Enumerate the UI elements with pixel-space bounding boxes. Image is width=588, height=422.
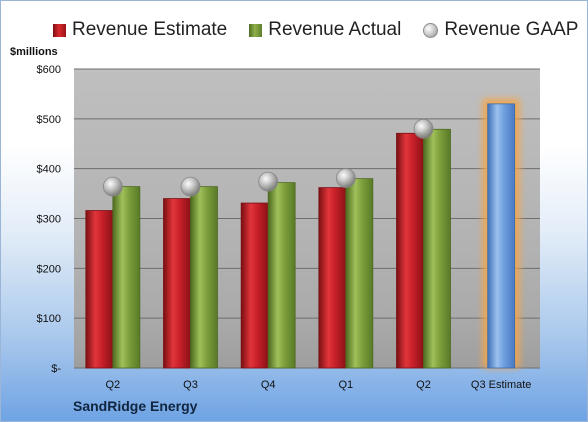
bar-revenue-actual xyxy=(190,186,218,369)
y-axis-ticks: $- $100 $200 $300 $400 $500 $600 xyxy=(37,64,62,375)
legend-label-estimate: Revenue Estimate xyxy=(72,19,228,40)
legend-label-gaap: Revenue GAAP xyxy=(444,19,579,40)
point-revenue-gaap xyxy=(335,168,356,189)
bar-revenue-estimate xyxy=(85,210,114,369)
bar-revenue-actual xyxy=(267,182,296,369)
y-tick-label: $200 xyxy=(37,263,61,275)
estimate-swatch-icon xyxy=(53,23,66,37)
legend-item-gaap: Revenue GAAP xyxy=(423,19,578,41)
y-tick-label: $300 xyxy=(37,214,61,226)
x-tick-label: Q4 xyxy=(261,379,276,391)
actual-swatch-icon xyxy=(249,23,263,37)
y-tick-label: $100 xyxy=(37,313,61,325)
bar-q3-estimate xyxy=(487,103,516,369)
point-revenue-gaap xyxy=(102,176,123,197)
x-tick-label: Q2 xyxy=(105,379,120,391)
x-tick-label: Q3 Estimate xyxy=(471,379,532,391)
legend-item-estimate: Revenue Estimate xyxy=(53,19,227,41)
y-tick-label: $500 xyxy=(37,114,61,126)
bar-revenue-actual xyxy=(423,128,451,369)
point-revenue-gaap xyxy=(413,118,434,139)
chart-marks xyxy=(85,98,520,369)
bar-revenue-actual xyxy=(112,186,141,369)
gridlines xyxy=(74,68,540,369)
y-tick-label: $600 xyxy=(37,64,61,76)
bar-revenue-estimate xyxy=(240,202,269,369)
legend-label-actual: Revenue Actual xyxy=(268,19,402,40)
bar-revenue-estimate xyxy=(318,187,347,369)
company-name: SandRidge Energy xyxy=(73,398,198,414)
gaap-sphere-icon xyxy=(423,22,439,38)
legend: Revenue Estimate Revenue Actual Revenue … xyxy=(53,17,578,43)
point-revenue-gaap xyxy=(258,171,279,192)
x-tick-label: Q1 xyxy=(338,379,353,391)
x-tick-label: Q2 xyxy=(416,379,431,391)
y-tick-label: $- xyxy=(51,363,61,375)
y-tick-label: $400 xyxy=(37,164,61,176)
legend-item-actual: Revenue Actual xyxy=(249,19,401,41)
y-unit-label: $millions xyxy=(10,46,58,58)
x-axis-ticks: Q2 Q3 Q4 Q1 Q2 Q3 Estimate xyxy=(105,379,531,391)
bar-revenue-estimate xyxy=(163,198,191,369)
bar-revenue-estimate xyxy=(396,132,424,369)
point-revenue-gaap xyxy=(180,176,201,197)
bar-revenue-actual xyxy=(345,178,374,369)
x-tick-label: Q3 xyxy=(183,379,198,391)
